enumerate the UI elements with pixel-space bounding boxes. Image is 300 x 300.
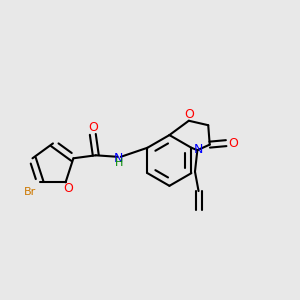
Text: H: H	[115, 158, 123, 168]
Text: O: O	[228, 136, 238, 150]
Text: Br: Br	[24, 187, 36, 197]
Text: O: O	[184, 108, 194, 121]
Text: O: O	[88, 121, 98, 134]
Text: N: N	[194, 143, 203, 156]
Text: N: N	[114, 152, 124, 165]
Text: O: O	[63, 182, 73, 195]
